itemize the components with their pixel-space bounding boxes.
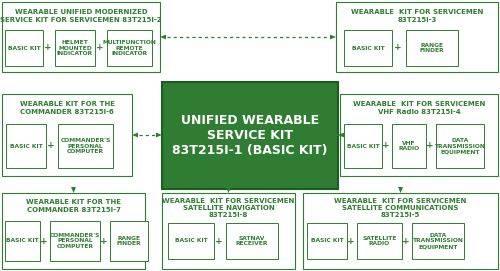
Text: +: + <box>47 141 55 150</box>
FancyBboxPatch shape <box>58 124 113 168</box>
Text: UNIFIED WEARABLE
SERVICE KIT
83T215I-1 (BASIC KIT): UNIFIED WEARABLE SERVICE KIT 83T215I-1 (… <box>172 114 328 157</box>
Polygon shape <box>156 133 162 137</box>
FancyBboxPatch shape <box>162 193 295 269</box>
Text: +: + <box>96 44 104 53</box>
FancyBboxPatch shape <box>107 30 152 66</box>
FancyBboxPatch shape <box>162 82 338 189</box>
Text: RANGE
FINDER: RANGE FINDER <box>420 43 444 53</box>
Text: WEARABLE UNIFIED MODERNIZED
SERVICE KIT FOR SERVICEMEN 83T215I-2: WEARABLE UNIFIED MODERNIZED SERVICE KIT … <box>0 9 162 22</box>
Text: BASIC KIT: BASIC KIT <box>174 238 208 244</box>
Text: WEARABLE  KIT FOR SERVICEMEN
SATELLITE COMMUNICATIONS
83T215I-5: WEARABLE KIT FOR SERVICEMEN SATELLITE CO… <box>334 198 466 218</box>
Text: BASIC KIT: BASIC KIT <box>10 144 42 149</box>
FancyBboxPatch shape <box>2 193 145 269</box>
Text: WEARABLE KIT FOR THE
COMMANDER 83T215I-7: WEARABLE KIT FOR THE COMMANDER 83T215I-7 <box>26 199 121 212</box>
Text: +: + <box>382 141 390 150</box>
Text: HELMET
MOUNTED
INDICATOR: HELMET MOUNTED INDICATOR <box>57 40 93 56</box>
Text: +: + <box>40 237 48 246</box>
FancyBboxPatch shape <box>336 2 498 72</box>
FancyBboxPatch shape <box>50 221 100 261</box>
FancyBboxPatch shape <box>2 94 132 176</box>
FancyBboxPatch shape <box>357 223 402 259</box>
Text: WEARABLE  KIT FOR SERVICEMEN
83T215I-3: WEARABLE KIT FOR SERVICEMEN 83T215I-3 <box>351 9 483 22</box>
Polygon shape <box>160 35 166 39</box>
Text: BASIC KIT: BASIC KIT <box>310 238 344 244</box>
Text: +: + <box>394 44 402 53</box>
Polygon shape <box>226 187 231 193</box>
FancyBboxPatch shape <box>412 223 464 259</box>
FancyBboxPatch shape <box>340 94 498 176</box>
Text: +: + <box>347 237 355 246</box>
FancyBboxPatch shape <box>55 30 95 66</box>
Text: WEARABLE KIT FOR THE
COMMANDER 83T215I-6: WEARABLE KIT FOR THE COMMANDER 83T215I-6 <box>20 102 114 115</box>
FancyBboxPatch shape <box>2 2 160 72</box>
FancyBboxPatch shape <box>303 193 498 269</box>
Text: +: + <box>44 44 52 53</box>
FancyBboxPatch shape <box>5 221 40 261</box>
FancyBboxPatch shape <box>307 223 347 259</box>
Text: MULTIFUNCTION
REMOTE
INDICATOR: MULTIFUNCTION REMOTE INDICATOR <box>102 40 156 56</box>
Text: COMMANDER'S
PERSONAL
COMPUTER: COMMANDER'S PERSONAL COMPUTER <box>60 138 110 154</box>
FancyBboxPatch shape <box>436 124 484 168</box>
Text: DATA
TRANSMISSION
EQUIPMENT: DATA TRANSMISSION EQUIPMENT <box>434 138 486 154</box>
Text: SATELLITE
RADIO: SATELLITE RADIO <box>362 235 397 246</box>
Polygon shape <box>330 35 336 39</box>
Text: BASIC KIT: BASIC KIT <box>6 238 39 244</box>
Text: DATA
TRANSMISSION
EQUIPMENT: DATA TRANSMISSION EQUIPMENT <box>412 233 464 249</box>
FancyBboxPatch shape <box>392 124 426 168</box>
FancyBboxPatch shape <box>344 124 382 168</box>
FancyBboxPatch shape <box>344 30 392 66</box>
FancyBboxPatch shape <box>6 124 46 168</box>
Text: WEARABLE  KIT FOR SERVICEMEN
SATELLITE NAVIGATION
83T215I-8: WEARABLE KIT FOR SERVICEMEN SATELLITE NA… <box>162 198 294 218</box>
Polygon shape <box>334 133 340 137</box>
Polygon shape <box>71 187 76 193</box>
FancyBboxPatch shape <box>5 30 43 66</box>
Text: COMMANDER'S
PERSONAL
COMPUTER: COMMANDER'S PERSONAL COMPUTER <box>50 233 100 249</box>
Text: +: + <box>215 237 223 246</box>
Text: BASIC KIT: BASIC KIT <box>352 46 384 50</box>
Polygon shape <box>338 133 344 137</box>
Polygon shape <box>398 187 403 193</box>
Text: RANGE
FINDER: RANGE FINDER <box>116 235 141 246</box>
Polygon shape <box>132 133 138 137</box>
Text: +: + <box>100 237 108 246</box>
FancyBboxPatch shape <box>226 223 278 259</box>
Text: BASIC KIT: BASIC KIT <box>346 144 380 149</box>
FancyBboxPatch shape <box>168 223 214 259</box>
Text: +: + <box>426 141 434 150</box>
FancyBboxPatch shape <box>110 221 148 261</box>
Text: BASIC KIT: BASIC KIT <box>8 46 40 50</box>
Text: WEARABLE  KIT FOR SERVICEMEN
VHF Radio 83T215I-4: WEARABLE KIT FOR SERVICEMEN VHF Radio 83… <box>353 102 485 115</box>
Text: SATNAV
RECEIVER: SATNAV RECEIVER <box>236 235 268 246</box>
Text: VHF
RADIO: VHF RADIO <box>398 141 419 151</box>
Text: +: + <box>402 237 410 246</box>
FancyBboxPatch shape <box>406 30 458 66</box>
